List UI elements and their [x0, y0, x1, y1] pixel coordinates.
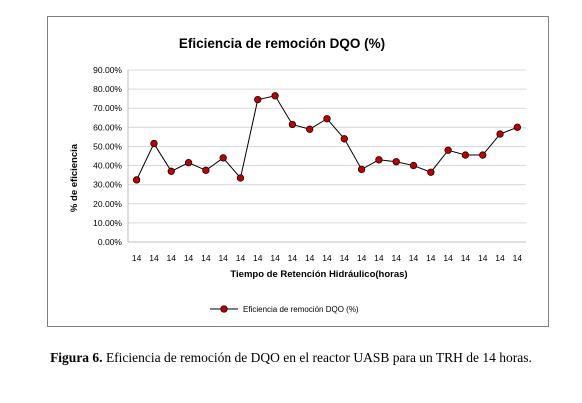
x-tick-label: 14 — [443, 253, 453, 263]
data-point — [357, 165, 366, 174]
x-tick-label: 14 — [305, 253, 315, 263]
x-tick-label: 14 — [167, 253, 177, 263]
data-points — [133, 92, 521, 184]
x-tick-label: 14 — [357, 253, 367, 263]
data-point — [444, 146, 452, 154]
figure-caption: Figura 6. Eficiencia de remoción de DQO … — [30, 349, 552, 366]
data-point — [236, 174, 245, 182]
legend-label: Eficiencia de remoción DQO (%) — [243, 305, 359, 314]
x-tick-labels: 14 14 14 14 14 14 14 14 14 14 14 14 14 14 14 14 14 14 14 14… — [132, 253, 522, 263]
y-tick-label: 40.00% — [93, 161, 122, 171]
x-tick-label: 14 — [201, 253, 211, 263]
x-tick-label: 14 — [461, 253, 471, 263]
x-tick-label: 14 — [495, 253, 505, 263]
data-point — [375, 156, 383, 164]
x-tick-label: 14 — [513, 253, 523, 263]
data-point — [133, 176, 141, 184]
data-point — [254, 95, 262, 104]
x-tick-label: 14 — [391, 253, 401, 263]
data-point — [167, 167, 175, 175]
x-tick-label: 14 — [409, 253, 419, 263]
x-tick-label: 14 — [426, 253, 436, 263]
data-point — [340, 135, 348, 143]
grid-layer — [127, 69, 526, 243]
y-tick-label: 60.00% — [93, 122, 122, 132]
data-point — [461, 151, 470, 159]
data-point — [271, 92, 279, 100]
data-point — [202, 166, 210, 174]
data-point — [513, 123, 521, 131]
caption-label: Figura 6. — [50, 350, 103, 365]
x-tick-label: 14 — [340, 253, 350, 263]
data-point — [496, 130, 504, 138]
x-tick-label: 14 — [253, 253, 263, 263]
y-tick-label: 10.00% — [93, 218, 122, 228]
y-tick-label: 80.00% — [93, 84, 122, 94]
data-point — [306, 125, 314, 133]
x-tick-label: 14 — [184, 253, 194, 263]
x-axis-label: Tiempo de Retención Hidráulico(horas) — [230, 269, 407, 280]
y-tick-label: 30.00% — [93, 180, 122, 190]
caption-text: Eficiencia de remoción de DQO en el reac… — [102, 350, 532, 365]
data-point — [409, 161, 418, 170]
chart-title: Eficiencia de remoción DQO (%) — [179, 36, 385, 51]
y-tick-label: 0.00% — [98, 237, 123, 247]
data-point — [219, 154, 227, 162]
legend-marker — [220, 305, 228, 313]
y-tick-labels: 0.00% 10.00% 20.00% 30.00% 40.00% 50.00% 60.00… — [93, 65, 122, 247]
x-tick-label: 14 — [149, 253, 159, 263]
chart-frame: Eficiencia de remoción DQO (%) 0.00% 10.0… — [47, 16, 549, 327]
x-tick-label: 14 — [478, 253, 488, 263]
data-point — [288, 120, 297, 129]
y-tick-label: 70.00% — [93, 103, 122, 113]
x-tick-label: 14 — [288, 253, 298, 263]
x-tick-label: 14 — [322, 253, 332, 263]
y-axis-label: % de eficiencia — [69, 143, 80, 212]
y-tick-label: 90.00% — [93, 65, 122, 75]
data-point — [479, 151, 487, 159]
y-tick-label: 50.00% — [93, 141, 122, 151]
chart-svg: Eficiencia de remoción DQO (%) 0.00% 10.0… — [69, 36, 526, 314]
x-tick-label: 14 — [270, 253, 280, 263]
x-tick-label: 14 — [132, 253, 142, 263]
data-point — [184, 159, 193, 167]
x-tick-label: 14 — [374, 253, 384, 263]
data-point — [392, 158, 400, 166]
data-point — [150, 139, 158, 148]
data-point — [323, 115, 331, 123]
x-tick-label: 14 — [218, 253, 228, 263]
data-point — [427, 168, 435, 176]
legend: Eficiencia de remoción DQO (%) — [210, 305, 359, 314]
y-tick-label: 20.00% — [93, 199, 122, 209]
x-tick-label: 14 — [236, 253, 246, 263]
